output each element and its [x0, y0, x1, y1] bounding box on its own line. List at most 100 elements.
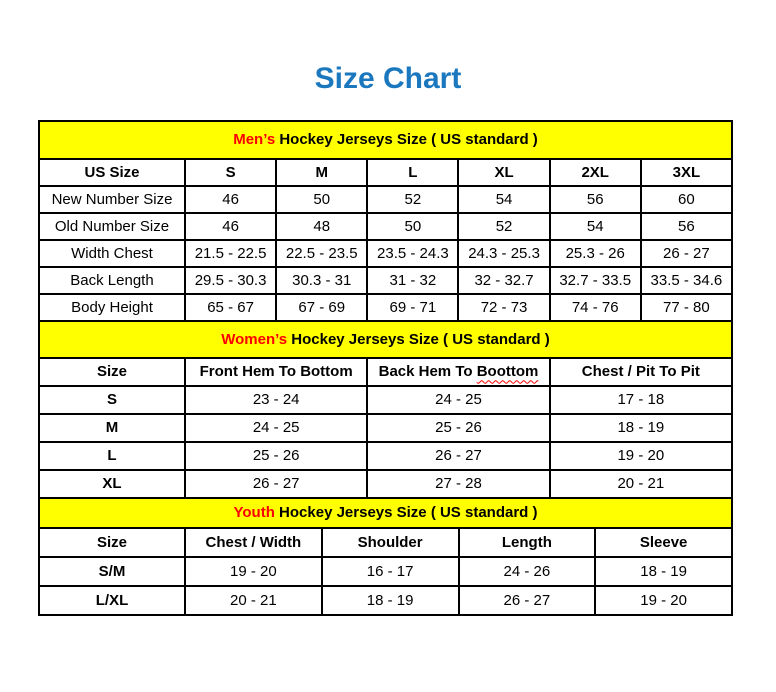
youth-size-table: Youth Hockey Jerseys Size ( US standard … — [38, 497, 733, 616]
mens-row-label: Old Number Size — [38, 212, 186, 241]
size-value-cell: 56 — [639, 212, 734, 241]
table-row: XL 26 - 27 27 - 28 20 - 21 — [38, 469, 734, 499]
size-value-cell: 65 - 67 — [183, 293, 278, 322]
womens-column-header: Front Hem To Bottom — [183, 357, 369, 387]
table-row: Width Chest 21.5 - 22.5 22.5 - 23.5 23.5… — [38, 239, 734, 268]
size-value-cell: 69 - 71 — [366, 293, 460, 322]
size-value-cell: 26 - 27 — [366, 441, 551, 471]
mens-column-header: US Size — [38, 158, 186, 187]
size-value-cell: 72 - 73 — [457, 293, 551, 322]
size-chart-tables: Men’s Hockey Jerseys Size ( US standard … — [38, 120, 734, 616]
table-row: L/XL 20 - 21 18 - 19 26 - 27 19 - 20 — [38, 585, 733, 616]
size-value-cell: 24 - 25 — [183, 413, 369, 443]
mens-column-header: 2XL — [548, 158, 642, 187]
size-value-cell: 32.7 - 33.5 — [548, 266, 642, 295]
youth-column-header: Chest / Width — [184, 527, 323, 558]
youth-row-label: L/XL — [38, 585, 186, 616]
size-value-cell: 52 — [366, 185, 460, 214]
size-value-cell: 20 - 21 — [184, 585, 323, 616]
size-value-cell: 18 - 19 — [548, 413, 734, 443]
youth-column-header: Length — [457, 527, 597, 558]
size-value-cell: 16 - 17 — [320, 556, 460, 587]
size-value-cell: 24 - 25 — [366, 385, 551, 415]
womens-row-label: S — [38, 385, 186, 415]
size-value-cell: 24.3 - 25.3 — [457, 239, 551, 268]
mens-column-header: M — [275, 158, 369, 187]
youth-column-header: Sleeve — [594, 527, 733, 558]
size-value-cell: 24 - 26 — [457, 556, 597, 587]
mens-size-table: Men’s Hockey Jerseys Size ( US standard … — [38, 120, 734, 322]
womens-column-header: Size — [38, 357, 186, 387]
size-value-cell: 27 - 28 — [366, 469, 551, 499]
youth-band-rest: Hockey Jerseys Size ( US standard ) — [274, 504, 538, 522]
size-value-cell: 46 — [183, 185, 278, 214]
spellcheck-squiggle-word: Boottom — [476, 363, 539, 381]
size-value-cell: 48 — [275, 212, 369, 241]
size-value-cell: 26 - 27 — [457, 585, 597, 616]
size-value-cell: 23 - 24 — [183, 385, 369, 415]
size-value-cell: 32 - 32.7 — [457, 266, 551, 295]
womens-band-row: Women’s Hockey Jerseys Size ( US standar… — [38, 320, 733, 359]
womens-header-row: Size Front Hem To Bottom Back Hem To Boo… — [38, 357, 734, 387]
table-row: S 23 - 24 24 - 25 17 - 18 — [38, 385, 734, 415]
mens-row-label: Back Length — [38, 266, 186, 295]
mens-row-label: New Number Size — [38, 185, 186, 214]
youth-row-label: S/M — [38, 556, 186, 587]
youth-band-row: Youth Hockey Jerseys Size ( US standard … — [38, 497, 733, 529]
size-value-cell: 31 - 32 — [366, 266, 460, 295]
size-value-cell: 33.5 - 34.6 — [639, 266, 734, 295]
table-row: New Number Size 46 50 52 54 56 60 — [38, 185, 734, 214]
womens-column-header: Chest / Pit To Pit — [548, 357, 734, 387]
size-value-cell: 50 — [275, 185, 369, 214]
womens-row-label: M — [38, 413, 186, 443]
size-value-cell: 25.3 - 26 — [548, 239, 642, 268]
size-value-cell: 19 - 20 — [594, 585, 733, 616]
size-value-cell: 20 - 21 — [548, 469, 734, 499]
back-hem-prefix: Back Hem To — [378, 363, 477, 381]
size-value-cell: 52 — [457, 212, 551, 241]
size-value-cell: 22.5 - 23.5 — [275, 239, 369, 268]
table-row: M 24 - 25 25 - 26 18 - 19 — [38, 413, 734, 443]
youth-header-row: Size Chest / Width Shoulder Length Sleev… — [38, 527, 733, 558]
size-value-cell: 54 — [457, 185, 551, 214]
womens-band-highlight: Women’s — [221, 330, 288, 348]
mens-row-label: Body Height — [38, 293, 186, 322]
size-value-cell: 18 - 19 — [594, 556, 733, 587]
size-value-cell: 25 - 26 — [183, 441, 369, 471]
mens-section-band: Men’s Hockey Jerseys Size ( US standard … — [38, 120, 733, 160]
womens-column-header-misspelled: Back Hem To Boottom — [366, 357, 551, 387]
womens-row-label: XL — [38, 469, 186, 499]
size-value-cell: 25 - 26 — [366, 413, 551, 443]
size-value-cell: 29.5 - 30.3 — [183, 266, 278, 295]
table-row: Back Length 29.5 - 30.3 30.3 - 31 31 - 3… — [38, 266, 734, 295]
size-value-cell: 46 — [183, 212, 278, 241]
size-value-cell: 56 — [548, 185, 642, 214]
size-value-cell: 67 - 69 — [275, 293, 369, 322]
youth-band-highlight: Youth — [233, 504, 275, 522]
section-youth: Youth Hockey Jerseys Size ( US standard … — [38, 497, 733, 616]
table-row: Body Height 65 - 67 67 - 69 69 - 71 72 -… — [38, 293, 734, 322]
size-value-cell: 19 - 20 — [548, 441, 734, 471]
mens-band-highlight: Men’s — [233, 131, 276, 149]
mens-column-header: S — [183, 158, 278, 187]
size-value-cell: 50 — [366, 212, 460, 241]
mens-column-header: 3XL — [639, 158, 734, 187]
size-value-cell: 23.5 - 24.3 — [366, 239, 460, 268]
table-row: L 25 - 26 26 - 27 19 - 20 — [38, 441, 734, 471]
youth-column-header: Shoulder — [320, 527, 460, 558]
size-value-cell: 30.3 - 31 — [275, 266, 369, 295]
womens-section-band: Women’s Hockey Jerseys Size ( US standar… — [38, 320, 733, 359]
womens-row-label: L — [38, 441, 186, 471]
size-value-cell: 21.5 - 22.5 — [183, 239, 278, 268]
womens-size-table: Women’s Hockey Jerseys Size ( US standar… — [38, 320, 734, 499]
mens-header-row: US Size S M L XL 2XL 3XL — [38, 158, 734, 187]
section-womens: Women’s Hockey Jerseys Size ( US standar… — [38, 320, 734, 499]
size-value-cell: 60 — [639, 185, 734, 214]
table-row: Old Number Size 46 48 50 52 54 56 — [38, 212, 734, 241]
mens-column-header: L — [366, 158, 460, 187]
size-value-cell: 17 - 18 — [548, 385, 734, 415]
size-value-cell: 26 - 27 — [183, 469, 369, 499]
mens-column-header: XL — [457, 158, 551, 187]
mens-row-label: Width Chest — [38, 239, 186, 268]
